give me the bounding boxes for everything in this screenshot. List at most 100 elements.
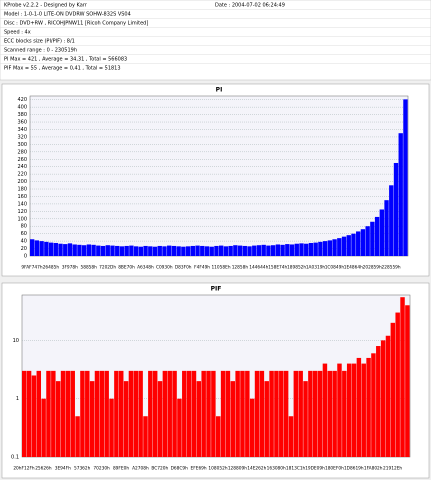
bar	[48, 242, 54, 256]
bar	[293, 370, 299, 457]
header-line: Model : 1-0-1-0 LITE-ON DVDRW SOHW-832S …	[4, 12, 131, 18]
bar	[200, 245, 205, 256]
x-tick-label: 180EF0h	[325, 466, 344, 472]
bar	[129, 245, 134, 256]
x-tick-label: 57362h	[74, 466, 91, 472]
x-tick-label: 89FE0h	[113, 466, 129, 472]
bar	[280, 244, 285, 256]
bar	[115, 245, 120, 256]
bar	[162, 246, 167, 256]
bar	[177, 398, 182, 457]
bar	[313, 370, 318, 457]
plot-area	[29, 95, 409, 257]
bar	[390, 322, 396, 457]
bar	[63, 244, 68, 256]
bar	[176, 246, 181, 256]
y-tick-label: 40	[21, 239, 27, 245]
bar	[365, 226, 370, 256]
bar	[356, 357, 362, 457]
bar	[30, 239, 35, 256]
x-tick-label: A2708h	[132, 466, 149, 472]
bar	[374, 216, 380, 256]
y-tick-label: 220	[17, 172, 27, 178]
bar	[105, 245, 110, 256]
chart-title: PIF	[211, 286, 222, 293]
bar	[152, 370, 158, 457]
bar	[58, 243, 63, 256]
bar	[167, 370, 172, 457]
x-tick-label: 189852h	[287, 265, 306, 271]
bar	[65, 370, 71, 457]
bar	[85, 370, 90, 457]
header-line: PIF Max = 55 , Average = 0,41 , Total = …	[4, 66, 121, 72]
bar	[119, 370, 124, 457]
bar	[216, 416, 221, 457]
bar	[228, 245, 233, 256]
bar	[195, 245, 200, 256]
bar	[94, 370, 100, 457]
x-tick-label: 21912Eh	[383, 466, 402, 472]
bar	[254, 370, 260, 457]
bar	[186, 370, 192, 457]
bar	[327, 240, 333, 256]
x-tick-label: D68C9h	[171, 466, 189, 472]
bar	[393, 162, 399, 256]
y-tick-label: 200	[17, 179, 27, 185]
bar	[249, 398, 255, 457]
y-tick-label: 240	[17, 164, 27, 170]
bar	[342, 370, 347, 457]
bar	[219, 245, 224, 256]
x-tick-label: 70230h	[93, 466, 110, 472]
bar	[389, 185, 394, 256]
bar	[44, 241, 49, 256]
header-line: PI Max = 421 , Average = 34,31 , Total =…	[4, 57, 127, 63]
bar	[51, 370, 56, 457]
header-line: Speed : 4x	[4, 30, 31, 36]
y-tick-label: 60	[21, 231, 27, 237]
bar	[332, 370, 337, 457]
bar	[299, 243, 304, 256]
bar	[100, 245, 106, 256]
bar	[346, 363, 352, 457]
y-tick-label: 400	[17, 105, 27, 111]
y-tick-label: 320	[17, 134, 27, 140]
bar	[201, 370, 206, 457]
x-tick-label: EFE69h	[191, 466, 207, 472]
bar	[266, 245, 271, 256]
bar	[403, 99, 408, 256]
bar	[110, 245, 115, 256]
bar	[91, 244, 96, 256]
bar	[206, 370, 211, 457]
bar	[275, 244, 281, 256]
bar	[223, 246, 229, 256]
x-tick-label: 3E94Fh	[55, 466, 71, 472]
bar	[77, 244, 82, 256]
x-tick-label: 14E262h	[247, 466, 266, 472]
bar	[356, 231, 361, 256]
x-tick-label: 11058Eh	[211, 265, 230, 271]
bar	[384, 200, 389, 256]
bar	[22, 370, 27, 457]
bar	[233, 245, 238, 256]
bar	[211, 370, 216, 457]
header-line: Scanned range : 0 - 230519h	[4, 48, 77, 54]
header-line: Disc : DVD+RW , RICOHJPNW11 [Ricoh Compa…	[4, 21, 148, 27]
bar	[313, 242, 318, 256]
y-tick-label: 180	[17, 187, 27, 193]
y-tick-label: 0.1	[11, 455, 19, 461]
x-tick-label: 1A0319h	[306, 265, 326, 271]
bar	[360, 229, 366, 256]
bar	[308, 242, 314, 256]
bar	[109, 398, 114, 457]
bar	[70, 370, 75, 457]
app-title: KProbe v2.2.2 - Designed by Karr	[4, 3, 88, 9]
bar	[225, 370, 231, 457]
x-tick-label: A6348h	[137, 265, 154, 271]
bar	[185, 246, 191, 256]
x-tick-label: 8BE70h	[118, 265, 135, 271]
bar	[81, 245, 87, 256]
bar	[162, 370, 168, 457]
bar	[41, 398, 46, 457]
x-tick-label: 228559h	[382, 265, 401, 271]
